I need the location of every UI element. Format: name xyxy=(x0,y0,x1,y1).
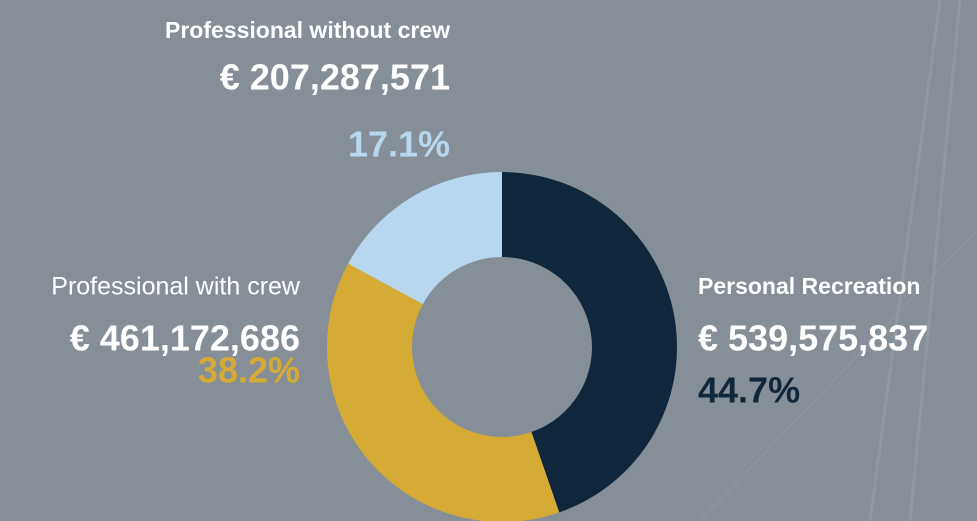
category-label: Professional without crew xyxy=(165,17,450,43)
category-label: Personal Recreation xyxy=(698,273,920,299)
bg-line xyxy=(699,229,977,521)
background-lines xyxy=(699,0,977,521)
category-label: Professional with crew xyxy=(51,273,301,301)
percent-label: 17.1% xyxy=(348,124,450,165)
donut-slice xyxy=(327,263,560,521)
amount-label: € 539,575,837 xyxy=(698,318,928,359)
donut-slice xyxy=(502,172,678,513)
amount-label: € 207,287,571 xyxy=(220,57,450,98)
percent-label: 44.7% xyxy=(698,370,800,411)
donut-slice xyxy=(348,172,502,305)
percent-label: 38.2% xyxy=(198,350,300,391)
bg-line xyxy=(868,0,942,521)
bg-line xyxy=(908,0,962,521)
amount-label: € 461,172,686 xyxy=(70,318,300,359)
